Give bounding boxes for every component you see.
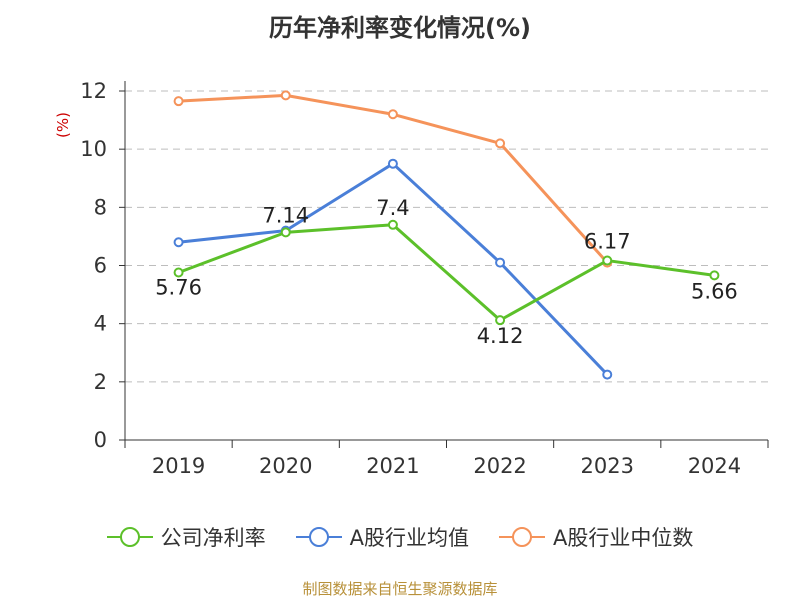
- legend-label-company: 公司净利率: [160, 526, 266, 550]
- legend-label-industry-median: A股行业中位数: [553, 526, 694, 550]
- data-point-0[interactable]: [280, 227, 291, 238]
- x-tick-label: 2020: [259, 454, 312, 478]
- x-tick-label: 2021: [366, 454, 419, 478]
- y-tick-label: 4: [94, 312, 107, 336]
- data-point-2[interactable]: [387, 109, 398, 120]
- y-tick-label: 0: [94, 428, 107, 452]
- data-point-0[interactable]: [173, 267, 184, 278]
- data-point-1[interactable]: [495, 257, 506, 268]
- data-label: 5.76: [155, 275, 202, 299]
- chart-legend: 公司净利率 A股行业均值 A股行业中位数: [0, 522, 800, 552]
- x-tick-label: 2022: [473, 454, 526, 478]
- data-point-2[interactable]: [495, 138, 506, 149]
- data-point-1[interactable]: [173, 237, 184, 248]
- data-point-2[interactable]: [280, 90, 291, 101]
- data-point-0[interactable]: [602, 255, 613, 266]
- y-tick-label: 6: [94, 254, 107, 278]
- data-label: 4.12: [477, 324, 524, 348]
- y-tick-label: 10: [80, 137, 107, 161]
- data-point-2[interactable]: [173, 96, 184, 107]
- data-label: 5.66: [691, 279, 738, 303]
- legend-item-company[interactable]: 公司净利率: [106, 522, 266, 552]
- y-tick-label: 8: [94, 195, 107, 219]
- legend-label-industry-mean: A股行业均值: [349, 526, 469, 550]
- legend-swatch-company: [106, 527, 153, 547]
- x-tick-label: 2024: [688, 454, 741, 478]
- x-tick-label: 2023: [581, 454, 634, 478]
- chart-source: 制图数据来自恒生聚源数据库: [302, 580, 498, 598]
- legend-swatch-industry-median: [499, 527, 545, 547]
- data-point-1[interactable]: [602, 369, 613, 380]
- data-point-0[interactable]: [495, 315, 506, 326]
- legend-item-industry-median[interactable]: A股行业中位数: [499, 522, 693, 552]
- data-label: 6.17: [584, 230, 631, 254]
- series-line-2: [178, 93, 609, 264]
- data-point-0[interactable]: [387, 219, 398, 230]
- legend-swatch-industry-mean: [295, 527, 342, 547]
- y-tick-label: 12: [80, 79, 107, 103]
- chart-title: 历年净利率变化情况(%): [269, 14, 531, 42]
- data-label: 7.4: [376, 196, 409, 220]
- legend-item-industry-mean[interactable]: A股行业均值: [295, 522, 469, 552]
- data-point-1[interactable]: [387, 158, 398, 169]
- x-tick-label: 2019: [152, 454, 205, 478]
- y-axis-label: (%): [54, 112, 72, 138]
- series-line-0: [178, 223, 715, 322]
- data-label: 7.14: [262, 203, 309, 227]
- y-tick-label: 2: [94, 370, 107, 394]
- data-point-0[interactable]: [709, 270, 720, 281]
